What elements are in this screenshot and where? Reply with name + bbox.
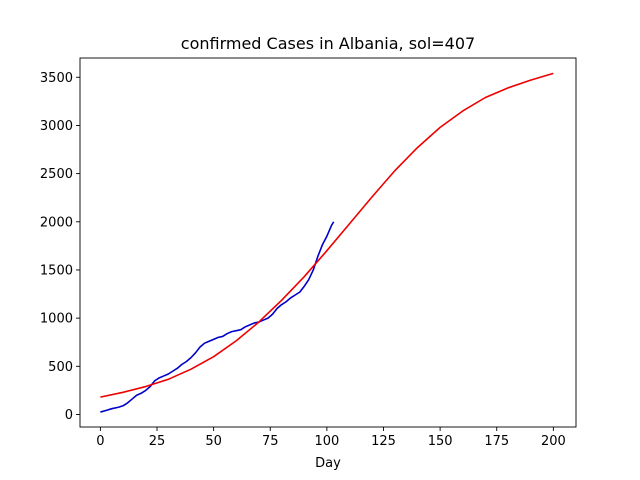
- x-tick-label: 50: [205, 434, 222, 449]
- series-line-1: [100, 221, 335, 413]
- y-tick-label: 500: [48, 360, 73, 375]
- x-tick-label: 100: [314, 434, 339, 449]
- y-tick-label: 1500: [40, 263, 73, 278]
- x-tick-label: 200: [541, 434, 566, 449]
- y-tick-label: 3500: [40, 71, 73, 86]
- x-tick-label: 25: [149, 434, 166, 449]
- y-tick-label: 3000: [40, 119, 73, 134]
- series-line-2: [100, 72, 554, 398]
- axes-frame: [79, 57, 577, 428]
- plot-area: 0 25 50 75 100 125 150 175 200050010001500200025…: [40, 57, 577, 449]
- x-tick-label: 175: [484, 434, 509, 449]
- y-tick-label: 2500: [40, 167, 73, 182]
- x-tick-label: 150: [428, 434, 453, 449]
- chart-title: confirmed Cases in Albania, sol=407: [181, 34, 475, 53]
- y-tick-label: 2000: [40, 215, 73, 230]
- x-tick-label: 75: [262, 434, 279, 449]
- x-tick-label: 0: [96, 434, 104, 449]
- x-axis-label: Day: [315, 456, 341, 471]
- y-tick-label: 0: [65, 408, 73, 423]
- y-tick-label: 1000: [40, 312, 73, 327]
- x-tick-label: 125: [371, 434, 396, 449]
